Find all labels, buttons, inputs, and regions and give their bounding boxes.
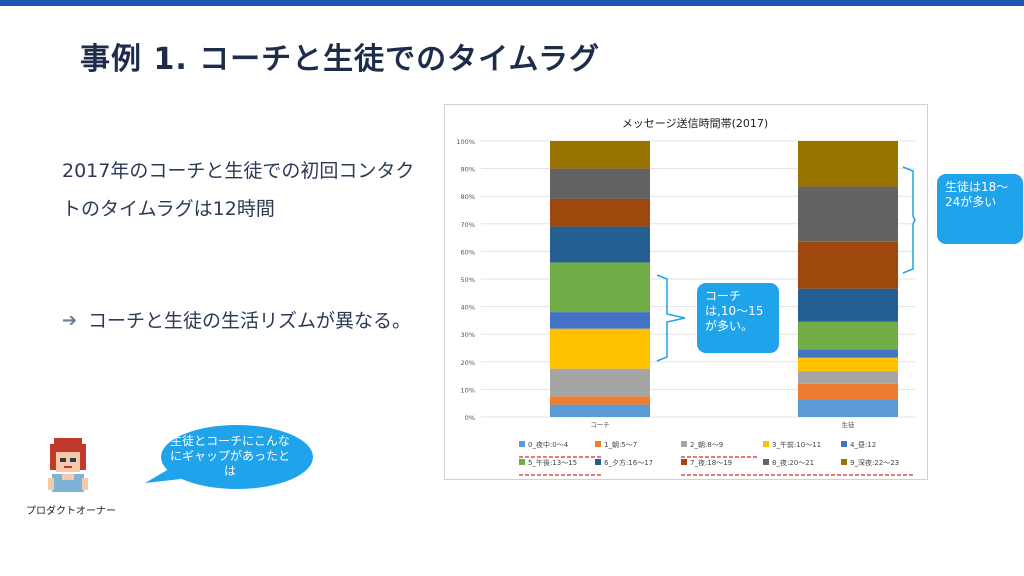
legend-swatch (763, 459, 769, 465)
y-tick-label: 50% (461, 276, 475, 284)
chart-braces (656, 166, 916, 362)
bar-segment (550, 226, 650, 263)
bullet-text: コーチと生徒の生活リズムが異なる。 (88, 310, 412, 332)
arrow-right-icon: ➔ (62, 310, 78, 331)
legend-label: 9_深夜:22〜23 (850, 458, 899, 467)
avatar-label: プロダクトオーナー (26, 506, 116, 517)
y-tick-label: 60% (461, 248, 475, 256)
product-owner-avatar (48, 438, 88, 492)
legend-swatch (681, 441, 687, 447)
brace-shape (902, 166, 916, 274)
bar-segment (798, 371, 898, 384)
bar-segment (550, 198, 650, 227)
legend-label: 4_昼:12 (850, 441, 876, 449)
speech-bubble (145, 425, 313, 489)
bar-segment (550, 368, 650, 397)
bar-segment (798, 321, 898, 350)
bar-segment (550, 396, 650, 405)
slide-title: 事例 1. コーチと生徒でのタイムラグ (80, 42, 601, 77)
chart-container: メッセージ送信時間帯(2017) 0% 10% 20% 30% 40% 50% 60% 70%… (444, 104, 928, 480)
y-tick-label: 40% (461, 304, 475, 312)
y-tick-label: 90% (461, 166, 475, 174)
speech-bubble-text: 生徒とコーチにこんなにギャップがあったとは (170, 434, 291, 478)
chart-legend: 0_夜中:0〜4 1_朝:5〜7 2_朝:8〜9 3_午前:10〜11 4_昼:12 5_… (519, 440, 899, 467)
top-accent-bar (0, 0, 1024, 6)
legend-label: 7_夜:18〜19 (690, 458, 732, 467)
y-tick-label: 20% (461, 359, 475, 367)
bar-segment (798, 357, 898, 372)
chart-title: メッセージ送信時間帯(2017) (622, 116, 768, 130)
bar-segment (798, 349, 898, 358)
legend-swatch (595, 441, 601, 447)
student-callout: 生徒は18〜24が多い (937, 174, 1023, 244)
y-tick-label: 0% (465, 414, 475, 422)
y-tick-label: 10% (461, 386, 475, 394)
legend-swatch (519, 459, 525, 465)
bar-segment (798, 241, 898, 289)
student-callout-text: 生徒は18〜24が多い (945, 180, 1009, 209)
legend-label: 5_午後:13〜15 (528, 458, 577, 467)
bar-segment (550, 168, 650, 199)
legend-swatch (763, 441, 769, 447)
stacked-bar-chart: メッセージ送信時間帯(2017) 0% 10% 20% 30% 40% 50% 60% 70%… (456, 116, 916, 476)
y-tick-label: 100% (456, 138, 475, 146)
legend-swatch (841, 459, 847, 465)
coach-callout-text: コーチは,10〜15が多い。 (705, 289, 764, 333)
legend-label: 8_夜:20〜21 (772, 458, 814, 467)
bar-segment (550, 141, 650, 169)
coach-callout: コーチは,10〜15が多い。 (697, 283, 779, 353)
bar-segment (550, 328, 650, 369)
bar-segment (798, 186, 898, 242)
bar-segment (798, 141, 898, 187)
legend-swatch (841, 441, 847, 447)
bar-segment (550, 262, 650, 313)
y-tick-label: 80% (461, 193, 475, 201)
y-tick-label: 30% (461, 331, 475, 339)
slide-body-text: 2017年のコーチと生徒での初回コンタクトのタイムラグは12時間 (62, 160, 415, 220)
legend-swatch (519, 441, 525, 447)
legend-label: 2_朝:8〜9 (690, 441, 723, 449)
legend-swatch (595, 459, 601, 465)
legend-label: 3_午前:10〜11 (772, 440, 821, 449)
legend-label: 0_夜中:0〜4 (528, 440, 569, 449)
bar-segment (798, 399, 898, 417)
bar-segment (550, 404, 650, 417)
brace-shape (656, 274, 686, 362)
x-tick-label: コーチ (590, 421, 610, 429)
legend-label: 1_朝:5〜7 (604, 441, 637, 449)
legend-swatch (681, 459, 687, 465)
legend-label: 6_夕方:16〜17 (604, 458, 653, 467)
chart-axes: 0% 10% 20% 30% 40% 50% 60% 70% 80% 90% 100% コーチ 生徒 (456, 138, 855, 429)
chart-bars (550, 141, 898, 417)
legend-highlight-underlines (519, 456, 915, 476)
bar-segment (798, 288, 898, 322)
y-tick-label: 70% (461, 221, 475, 229)
bar-segment (550, 312, 650, 329)
bar-segment (798, 383, 898, 400)
x-tick-label: 生徒 (842, 420, 856, 429)
